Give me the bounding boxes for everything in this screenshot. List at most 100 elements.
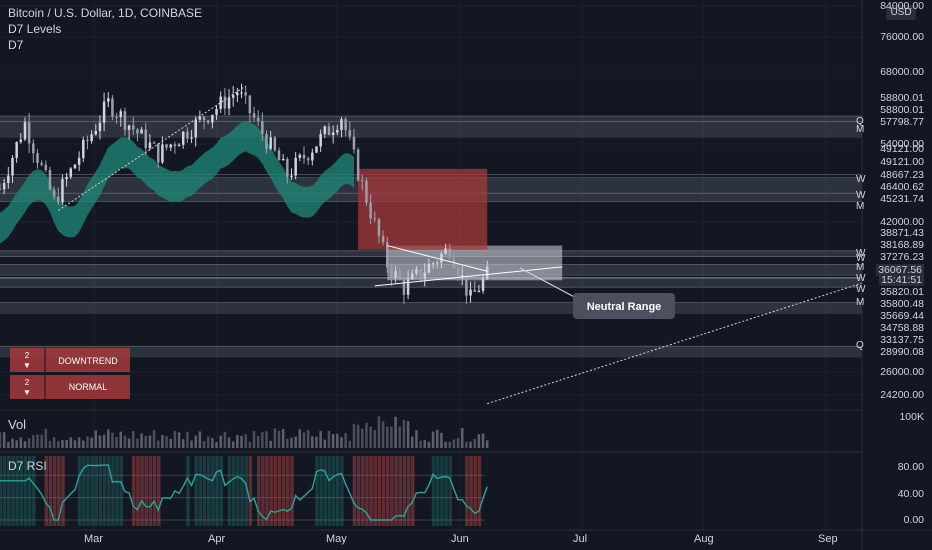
candle-body	[398, 271, 402, 280]
neutral-range-label: Neutral Range	[587, 301, 662, 313]
volume-bar	[69, 437, 73, 448]
rsi-overbought-highlight	[77, 456, 82, 526]
level-label: 35800.48	[880, 298, 924, 310]
volume-bar	[156, 440, 160, 448]
volume-bar	[319, 430, 322, 448]
volume-bar	[231, 441, 235, 448]
candle-body	[223, 96, 227, 109]
legend-box-downtrend[interactable]: 2 ▼ DOWNTREND	[10, 348, 130, 372]
price-tick: 76000.00	[880, 31, 924, 43]
rsi-oversold-highlight	[48, 456, 53, 526]
rsi-tick: 40.00	[897, 488, 924, 500]
level-tag: W	[856, 284, 866, 295]
volume-bar	[327, 430, 331, 448]
neutral-range-annotation[interactable]: Neutral Range	[519, 267, 675, 319]
volume-bar	[311, 436, 314, 448]
candle-body	[173, 144, 177, 147]
volume-bar	[352, 423, 356, 448]
candle-body	[2, 183, 6, 190]
volume-bar	[481, 433, 485, 448]
rsi-overbought-highlight	[86, 456, 90, 526]
rsi-overbought-highlight	[440, 456, 444, 526]
volume-bar	[261, 432, 264, 448]
trendlines	[58, 85, 863, 405]
rsi-oversold-highlight	[381, 456, 386, 526]
candle-body	[98, 122, 102, 131]
volume-bar	[36, 434, 39, 448]
candle-body	[111, 98, 114, 117]
price-tick: 84000.00	[880, 0, 924, 12]
volume-bar	[181, 439, 185, 448]
volume-bar	[0, 432, 2, 448]
rsi-oversold-highlight	[356, 456, 361, 526]
volume-bar	[452, 439, 456, 448]
currency-badge[interactable]: USD	[886, 5, 916, 20]
rsi-oversold-highlight	[394, 456, 398, 526]
candle-body	[377, 219, 381, 237]
volume-bar	[211, 438, 214, 448]
volume-bar	[206, 436, 210, 448]
legend-label-normal: NORMAL	[69, 382, 108, 392]
time-tick: Jun	[451, 533, 469, 545]
volume-bar	[57, 440, 60, 448]
candle-body	[219, 96, 222, 109]
level-tag: M	[856, 297, 865, 308]
volume-bar	[173, 431, 177, 448]
level-label: 28990.08	[880, 346, 924, 358]
volume-bar	[281, 428, 285, 448]
candle-body	[348, 130, 352, 137]
volume-bar	[377, 416, 381, 448]
candle-body	[227, 97, 231, 109]
candle-body	[107, 98, 110, 102]
candle-body	[281, 158, 285, 161]
rsi-overbought-highlight	[2, 456, 7, 526]
rising-trendline	[58, 85, 246, 211]
volume-bar	[373, 429, 377, 448]
rsi-overbought-highlight	[211, 456, 215, 526]
candle-body	[386, 242, 389, 268]
level-tag: W	[856, 248, 866, 259]
candle-body	[431, 263, 435, 265]
rsi-overbought-highlight	[315, 456, 319, 526]
candle-body	[152, 142, 156, 144]
volume-bar	[65, 439, 68, 448]
volume-bar	[361, 428, 364, 448]
volume-bar	[336, 433, 339, 448]
volume-bar	[152, 429, 156, 448]
rsi-overbought-highlight	[98, 456, 103, 526]
rsi-overbought-highlight	[340, 456, 344, 526]
candle-body	[148, 142, 152, 149]
candle-body	[156, 143, 160, 163]
candle-body	[36, 153, 39, 164]
rsi-overbought-highlight	[215, 456, 219, 526]
candle-body	[481, 278, 485, 291]
rsi-oversold-highlight	[269, 456, 273, 526]
grid	[0, 0, 862, 530]
candle-body	[198, 116, 202, 120]
uptrend-cloud	[0, 120, 354, 244]
candle-body	[469, 289, 472, 296]
level-label: 33137.75	[880, 334, 924, 346]
rsi-oversold-highlight	[473, 456, 477, 526]
candle-body	[394, 271, 397, 278]
volume-bar	[27, 438, 31, 448]
volume-bar	[415, 430, 418, 448]
rsi-overbought-highlight	[94, 456, 99, 526]
price-tick: 54000.00	[880, 138, 924, 150]
candle-body	[165, 144, 168, 148]
level-label: 58800.01	[880, 92, 924, 104]
candle-body	[352, 136, 356, 150]
level-band	[0, 302, 862, 315]
level-label: 58800.01	[880, 104, 924, 116]
candle-body	[236, 92, 239, 96]
rsi-oversold-highlight	[273, 456, 278, 526]
candle-body	[248, 95, 252, 114]
time-tick: May	[326, 533, 347, 545]
legend-box-normal[interactable]: 2 ▼ NORMAL	[10, 375, 130, 399]
rsi-overbought-highlight	[319, 456, 323, 526]
candle-body	[444, 248, 447, 254]
candle-body	[411, 273, 414, 280]
rsi-oversold-highlight	[386, 456, 390, 526]
